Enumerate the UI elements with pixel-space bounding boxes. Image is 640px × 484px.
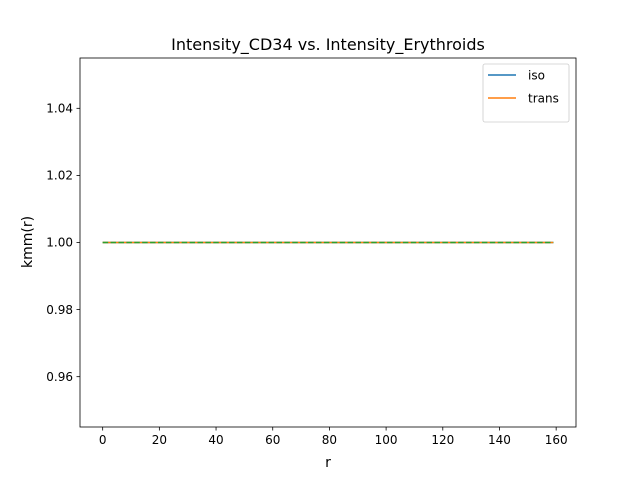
x-tick-label: 100	[375, 433, 398, 447]
y-tick-label: 1.04	[46, 102, 73, 116]
x-axis-label: r	[325, 455, 331, 471]
legend-box	[482, 63, 570, 123]
legend-label-iso: iso	[528, 69, 545, 83]
legend-label-trans: trans	[528, 92, 559, 106]
x-tick-label: 0	[99, 433, 107, 447]
x-tick-label: 140	[488, 433, 511, 447]
y-tick-label: 1.02	[46, 169, 73, 183]
x-tick-label: 40	[208, 433, 223, 447]
axes-layer: 0 20 40 60 80 100 120 140 160 0.96 0.98 1.00 1.02 1.0…	[46, 57, 577, 447]
x-tick-label: 120	[431, 433, 454, 447]
x-tick-label: 60	[265, 433, 280, 447]
y-tick-label: 1.00	[46, 236, 73, 250]
x-tick-label: 80	[322, 433, 337, 447]
y-axis-label: kmm(r)	[20, 216, 36, 268]
legend: iso trans	[482, 63, 570, 123]
chart-title: Intensity_CD34 vs. Intensity_Erythroids	[171, 35, 485, 55]
y-tick-label: 0.96	[46, 370, 73, 384]
x-tick-label: 20	[152, 433, 167, 447]
x-tick-label: 160	[545, 433, 568, 447]
y-tick-label: 0.98	[46, 303, 73, 317]
